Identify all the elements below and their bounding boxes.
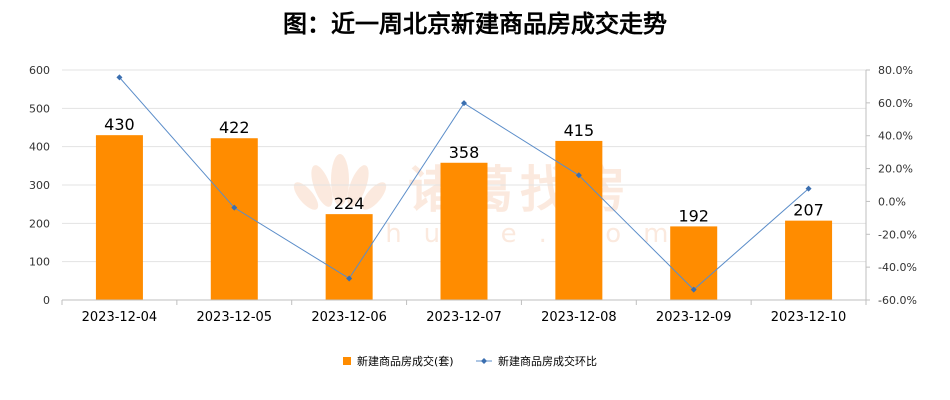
y2-tick-label: 40.0%	[878, 130, 913, 143]
line-point	[231, 204, 238, 211]
y2-tick-label: 20.0%	[878, 163, 913, 176]
y-axis-left: 0 100 200 300 400 500 600	[29, 64, 50, 307]
line-point	[116, 74, 123, 81]
y-axis-right: -60.0% -40.0% -20.0% 0.0% 20.0% 40.0% 60.0% 80.…	[865, 64, 917, 307]
bar-value-label: 415	[564, 121, 595, 140]
line-point	[575, 172, 582, 179]
line-point	[805, 185, 812, 192]
legend-line-label: 新建商品房成交环比	[498, 354, 597, 368]
y2-tick-label: 60.0%	[878, 97, 913, 110]
legend-bar-label: 新建商品房成交(套)	[357, 354, 454, 368]
x-tick-label: 2023-12-08	[541, 310, 617, 325]
data-labels: 430 422 224 358 415 192 207	[104, 115, 824, 225]
y-tick-label: 0	[43, 294, 50, 307]
x-tick-label: 2023-12-05	[197, 310, 273, 325]
chart-title: 图：近一周北京新建商品房成交走势	[283, 10, 667, 38]
line-series	[116, 74, 812, 293]
x-tick-label: 2023-12-06	[311, 310, 387, 325]
y-tick-label: 600	[29, 64, 50, 77]
line-point	[690, 286, 697, 293]
bar-value-label: 224	[334, 194, 365, 213]
legend-line-marker	[481, 358, 487, 364]
y-tick-label: 200	[29, 217, 50, 230]
y2-tick-label: -20.0%	[878, 228, 917, 241]
x-tick-label: 2023-12-04	[82, 310, 158, 325]
y2-tick-label: -40.0%	[878, 261, 917, 274]
y2-tick-label: 80.0%	[878, 64, 913, 77]
bar	[95, 135, 143, 300]
line-point	[461, 100, 467, 107]
bar-value-label: 207	[793, 201, 824, 220]
x-axis: 2023-12-04 2023-12-05 2023-12-06 2023-12-07…	[61, 299, 867, 325]
watermark-logo-icon	[293, 154, 387, 210]
x-tick-label: 2023-12-10	[771, 310, 847, 325]
bar	[440, 162, 488, 300]
bar	[325, 214, 373, 300]
bar	[210, 138, 258, 300]
bar-value-label: 358	[449, 143, 480, 162]
x-tick-label: 2023-12-09	[656, 310, 732, 325]
line-point	[346, 275, 353, 282]
bar-value-label: 422	[219, 118, 250, 137]
y-tick-label: 100	[29, 256, 50, 269]
bar-value-label: 192	[678, 206, 709, 225]
y2-tick-label: -60.0%	[878, 294, 917, 307]
y-tick-label: 500	[29, 102, 50, 115]
legend: 新建商品房成交(套) 新建商品房成交环比	[343, 354, 597, 368]
x-tick-label: 2023-12-07	[426, 310, 502, 325]
bar-value-label: 430	[104, 115, 135, 134]
bar	[785, 220, 833, 300]
y-tick-label: 300	[29, 179, 50, 192]
bar	[555, 140, 603, 300]
bars	[95, 135, 833, 300]
legend-bar-swatch	[343, 357, 351, 365]
watermark-en: zhuge.com	[350, 219, 691, 249]
y-tick-label: 400	[29, 141, 50, 154]
y2-tick-label: 0.0%	[878, 195, 906, 208]
